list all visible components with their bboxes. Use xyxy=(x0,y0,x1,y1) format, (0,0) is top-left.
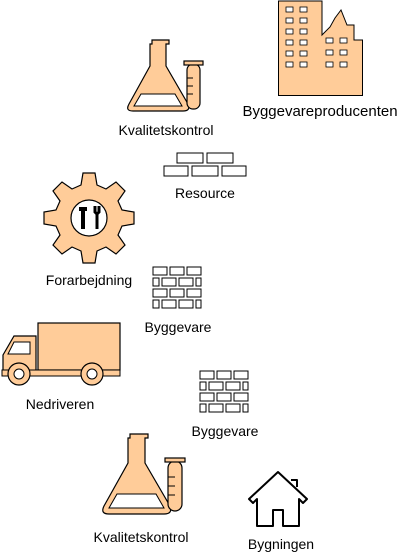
brick-row-icon xyxy=(163,152,247,177)
product-1-label: Byggevare xyxy=(144,319,212,335)
resource-label: Resource xyxy=(175,185,235,201)
gear-tools-icon xyxy=(43,172,135,264)
laboratory-flask-icon xyxy=(125,38,205,113)
brick-wall-icon xyxy=(199,370,249,416)
qc-bottom-label: Kvalitetskontrol xyxy=(93,529,189,545)
brick-wall-icon xyxy=(152,266,202,312)
building-label: Byggevareproducenten xyxy=(242,103,398,120)
delivery-truck-icon xyxy=(0,322,122,388)
qc-top-label: Kvalitetskontrol xyxy=(118,122,214,138)
house-label: Bygningen xyxy=(247,536,315,552)
house-icon xyxy=(247,470,309,528)
truck-label: Nedriveren xyxy=(25,396,95,412)
laboratory-flask-icon xyxy=(100,432,188,516)
factory-building-icon xyxy=(278,0,363,96)
preprocessing-label: Forarbejdning xyxy=(45,272,133,288)
product-2-label: Byggevare xyxy=(191,423,259,439)
